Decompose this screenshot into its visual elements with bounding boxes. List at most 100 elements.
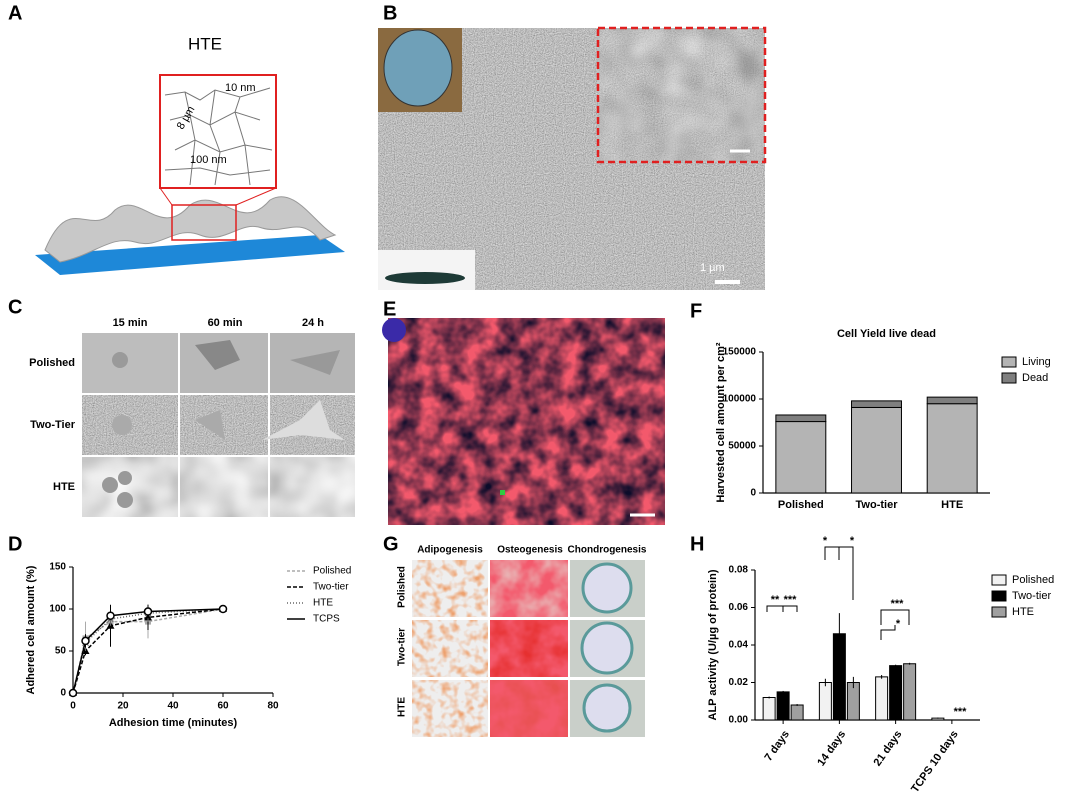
column-label: Adipogenesis [417,545,483,556]
significance: *** [954,706,968,718]
legend-label: HTE [1012,606,1034,618]
row-label: Two-tier [397,628,408,666]
column-label: Osteogenesis [497,545,563,556]
x-tick-label: Two-tier [856,499,899,511]
column-label: Chondrogenesis [568,545,647,556]
chart-d: D 0 50 100 150 Adhered cell amount (%) 0 20 40 60… [8,533,351,729]
chart-h: H 0.00 0.02 0.04 0.06 0.08 ALP activity (U/µg … [690,533,1054,795]
x-tick-label: 20 [117,701,129,712]
sem-grid [82,333,355,517]
x-tick-label: 14 days [815,729,848,769]
panel-a: A HTE 10 nm 8 µm 100 nm [8,2,345,275]
actin-stain [388,318,665,525]
row-label: Two-Tier [30,419,76,431]
bar [818,682,832,721]
panel-letter: B [383,2,397,24]
zoom-box [171,204,237,241]
zoom-line [159,187,173,206]
bar [903,663,917,721]
nucleus [382,318,406,342]
y-axis-label: Adhered cell amount (%) [25,565,37,694]
x-tick-label: Polished [778,499,824,511]
x-axis-label: Adhesion time (minutes) [109,717,238,729]
bar-segment [926,396,978,405]
row-label: HTE [53,481,75,493]
x-tick-label: 60 [217,701,229,712]
legend-label: HTE [313,598,333,609]
y-tick-label: 150 [49,562,66,573]
y-tick-label: 0.06 [729,602,749,613]
bar [889,665,903,721]
legend-label: TCPS [313,614,340,625]
legend-label: Polished [1012,574,1054,586]
panel-c: C 15 min 60 min 24 h Polished Two-Tier H… [8,296,355,517]
scale-label: 1 µm [700,262,725,274]
bar-segment [851,406,902,494]
x-tick-label: 40 [167,701,179,712]
y-tick-label: 0.00 [729,715,749,726]
marker [68,688,78,698]
bar-segment [926,403,978,494]
droplet [385,272,465,284]
legend-swatch [1001,372,1017,384]
bar [790,704,804,721]
y-tick-label: 100000 [723,394,757,405]
panel-g: G Adipogenesis Osteogenesis Chondrogenes… [383,533,647,737]
legend-swatch [991,590,1007,602]
legend-label: Two-tier [313,582,349,593]
significance: * [850,535,855,547]
y-axis-label: Harvested cell amount per cm² [715,342,727,503]
y-tick-label: 0.04 [729,640,749,651]
row-label: Polished [397,566,408,608]
stain-grid [412,560,645,737]
x-tick-label: TCPS 10 days [909,729,961,795]
bar [875,676,889,721]
inset-border [596,26,767,164]
panel-letter: G [383,533,399,555]
annotation: 10 nm [225,82,256,94]
y-axis-label: ALP activity (U/µg of protein) [707,569,719,720]
column-label: 15 min [113,317,148,329]
panel-title: HTE [188,34,222,53]
legend-label: Living [1022,356,1051,368]
legend-swatch [1001,356,1017,368]
panel-letter: F [690,300,702,322]
panel-letter: D [8,533,22,555]
surface [44,196,337,263]
bar-segment [775,421,827,494]
panel-letter: H [690,533,704,555]
panel-letter: A [8,2,22,24]
droplet-inset [378,250,475,290]
x-tick-label: HTE [941,499,963,511]
legend-label: Dead [1022,372,1048,384]
x-tick-label: 0 [70,701,76,712]
panel-b: B 1 µm [378,2,767,290]
marker [81,636,90,646]
panel-letter: E [383,298,396,320]
y-tick-label: 0 [750,488,756,499]
row-label: Polished [29,357,75,369]
x-tick-label: 80 [267,701,279,712]
row-label: HTE [397,697,408,717]
marker [218,604,228,614]
zoom-line [235,187,277,206]
significance: ** [771,594,780,606]
sample-disc [383,29,453,107]
bar [776,691,790,721]
marker [106,611,115,620]
significance: *** [784,594,798,606]
y-tick-label: 50000 [728,441,756,452]
y-tick-label: 0 [60,688,66,699]
sem-inset [598,28,765,162]
y-tick-label: 100 [49,604,66,615]
column-label: 24 h [302,317,324,329]
legend-label: Two-tier [1012,590,1051,602]
panel-letter: C [8,296,22,318]
chart-title: Cell Yield live dead [837,328,936,340]
x-tick-label: 7 days [762,729,791,764]
significance: * [896,618,901,630]
y-tick-label: 150000 [723,347,757,358]
annotation: 100 nm [190,154,227,166]
